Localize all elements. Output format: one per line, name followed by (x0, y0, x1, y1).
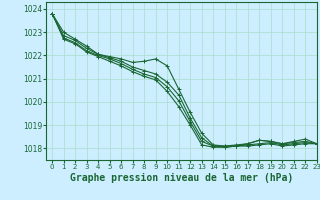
X-axis label: Graphe pression niveau de la mer (hPa): Graphe pression niveau de la mer (hPa) (70, 173, 293, 183)
